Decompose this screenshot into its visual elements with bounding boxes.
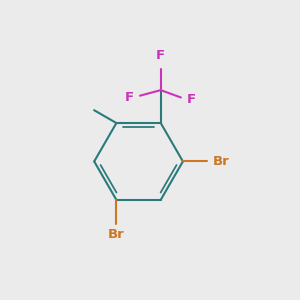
Text: Br: Br [212,155,229,168]
Text: F: F [156,50,165,62]
Text: Br: Br [108,229,125,242]
Text: F: F [125,91,134,104]
Text: F: F [187,93,196,106]
